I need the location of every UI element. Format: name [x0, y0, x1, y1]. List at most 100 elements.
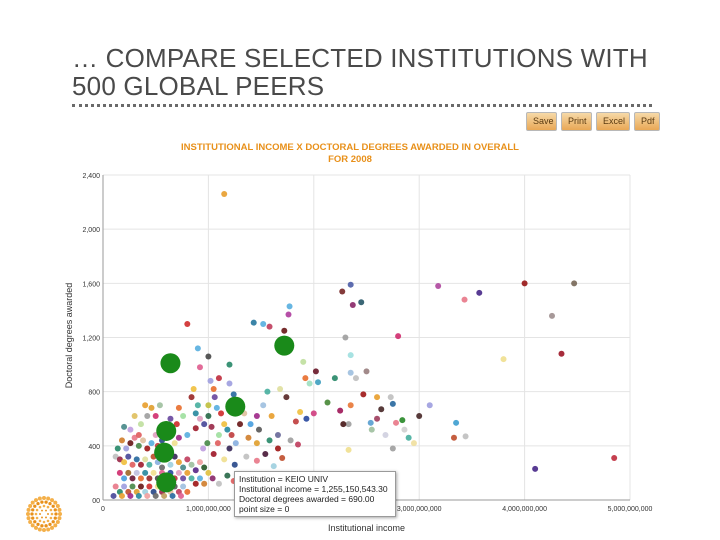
pdf-button[interactable]: Pdf: [634, 112, 660, 131]
data-point: [461, 296, 468, 303]
data-point: [285, 311, 292, 318]
data-point: [131, 413, 138, 420]
data-point: [405, 434, 412, 441]
data-point: [230, 391, 237, 398]
data-point: [435, 283, 442, 290]
data-point: [192, 425, 199, 432]
data-point: [121, 423, 128, 430]
data-point: [571, 280, 578, 287]
data-point: [184, 432, 191, 438]
print-button[interactable]: Print: [561, 112, 592, 131]
chart-title-group: INSTITUTIONAL INCOME X DOCTORAL DEGREES …: [181, 142, 519, 165]
data-point: [274, 432, 281, 438]
data-point: [207, 377, 214, 384]
data-point: [345, 421, 352, 428]
data-point: [231, 461, 238, 468]
data-point: [148, 440, 155, 447]
data-point: [192, 480, 199, 487]
data-point: [358, 299, 365, 306]
data-point: [279, 455, 286, 462]
data-point: [121, 459, 128, 466]
data-point: [312, 368, 319, 375]
data-point: [175, 434, 182, 441]
data-point: [180, 464, 187, 471]
data-point: [611, 455, 618, 462]
x-axis-label: Institutional income: [328, 523, 405, 533]
data-point: [218, 410, 225, 417]
data-point: [146, 483, 153, 490]
data-point: [188, 394, 195, 401]
y-tick-label: 400: [88, 444, 100, 451]
data-point: [462, 433, 469, 440]
data-point: [196, 415, 203, 422]
data-point: [215, 432, 222, 438]
data-point: [281, 327, 288, 334]
data-point: [142, 469, 149, 476]
data-point: [382, 432, 389, 438]
data-point: [255, 426, 262, 433]
data-point: [306, 380, 313, 387]
highlighted-point: [156, 472, 177, 493]
data-point: [180, 483, 187, 490]
data-point: [205, 353, 212, 360]
excel-button[interactable]: Excel: [596, 112, 630, 131]
data-point: [129, 475, 136, 482]
data-point: [303, 415, 310, 422]
data-point: [393, 419, 400, 426]
data-point: [247, 421, 254, 428]
data-point: [339, 288, 346, 295]
data-point: [137, 461, 144, 468]
data-point: [374, 394, 381, 401]
data-point: [315, 379, 322, 386]
data-point: [129, 483, 136, 490]
data-point: [500, 356, 507, 363]
data-point: [347, 402, 354, 409]
sunburst-logo-icon: [26, 496, 62, 532]
tooltip-income: Institutional income = 1,255,150,543.30: [239, 484, 388, 494]
chart-title-line-2: FOR 2008: [328, 154, 372, 165]
tooltip-point-size: point size = 0: [239, 504, 290, 514]
data-point: [214, 440, 221, 447]
x-tick-label: 3,000,000,000: [397, 506, 442, 513]
data-point: [374, 415, 381, 422]
data-point: [188, 461, 195, 468]
data-point: [270, 463, 277, 470]
data-point: [142, 402, 149, 409]
save-button[interactable]: Save: [526, 112, 557, 131]
data-point: [169, 492, 176, 499]
data-point: [175, 459, 182, 466]
data-point: [352, 375, 359, 382]
data-point: [287, 437, 294, 444]
data-point: [549, 312, 556, 319]
data-point: [210, 385, 217, 392]
tooltip-institution: Institution = KEIO UNIV: [239, 474, 329, 484]
highlighted-point: [156, 420, 177, 441]
data-point: [210, 450, 217, 457]
data-point: [253, 457, 260, 464]
data-point: [294, 441, 301, 448]
data-point: [152, 492, 159, 499]
data-point: [171, 440, 178, 447]
data-point: [237, 421, 244, 428]
highlighted-point: [154, 442, 175, 463]
data-point: [347, 352, 354, 359]
data-point: [194, 345, 201, 352]
data-point: [194, 402, 201, 409]
data-point: [127, 440, 134, 447]
data-point: [250, 319, 257, 326]
data-point: [175, 469, 182, 476]
data-point: [184, 320, 191, 327]
data-point: [245, 434, 252, 441]
data-point: [389, 400, 396, 407]
data-point: [347, 281, 354, 288]
data-point: [135, 492, 142, 499]
data-point: [337, 407, 344, 414]
data-point: [221, 421, 228, 428]
data-point: [532, 465, 539, 472]
tooltip-degrees: Doctoral degrees awarded = 690.00: [239, 494, 375, 504]
data-point: [363, 368, 370, 375]
data-point: [224, 426, 231, 433]
data-point: [125, 469, 132, 476]
highlighted-point: [225, 396, 246, 417]
